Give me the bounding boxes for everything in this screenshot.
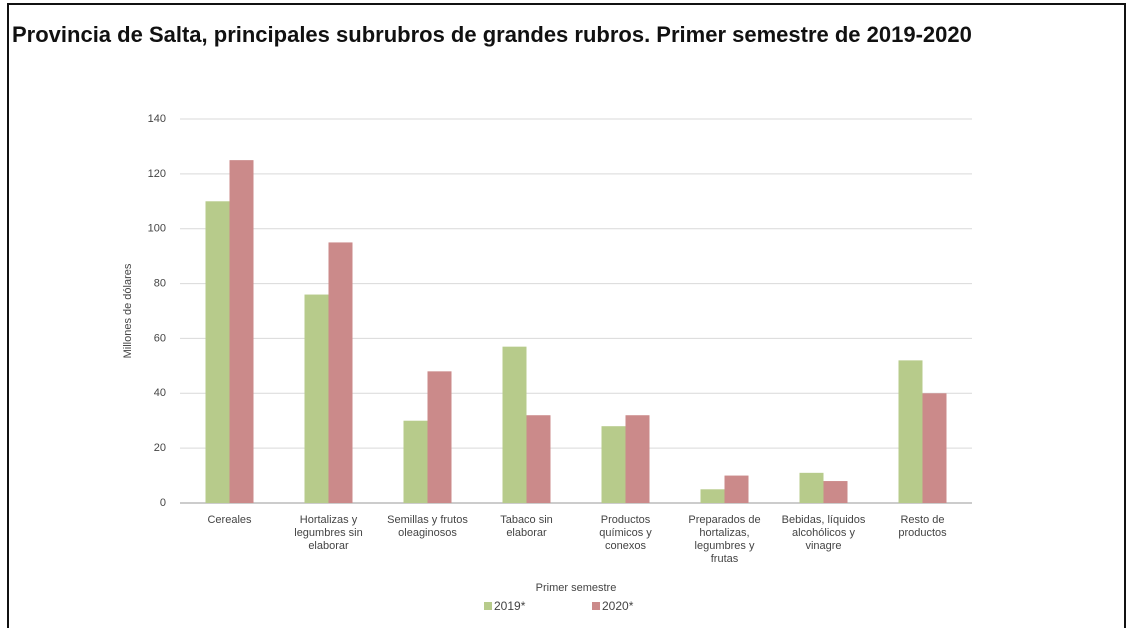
- legend-label: 2019*: [494, 599, 526, 613]
- x-tick-label: Productos químicos y conexos: [599, 514, 652, 552]
- bar: [403, 420, 428, 503]
- bar: [601, 426, 626, 503]
- bar: [304, 294, 329, 503]
- x-tick-label: Tabaco sin elaborar: [500, 514, 553, 539]
- x-tick-label: Hortalizas y legumbres sin elaborar: [294, 514, 363, 552]
- x-tick-label: Cereales: [207, 514, 252, 526]
- y-tick-label: 80: [154, 277, 166, 289]
- bar: [724, 475, 749, 503]
- y-tick-label: 40: [154, 387, 166, 399]
- bar: [922, 393, 947, 503]
- chart-title: Provincia de Salta, principales subrubro…: [12, 22, 972, 47]
- bar: [328, 242, 353, 503]
- bar: [823, 481, 848, 503]
- frame: [7, 3, 1126, 628]
- legend-swatch: [484, 602, 492, 610]
- x-tick-label: Preparados de hortalizas, legumbres y fr…: [688, 514, 761, 565]
- bar: [427, 371, 452, 503]
- legend-label: 2020*: [602, 599, 634, 613]
- y-tick-label: 0: [160, 497, 166, 509]
- x-axis-label: Primer semestre: [536, 582, 617, 594]
- y-tick-label: 60: [154, 332, 166, 344]
- x-tick-label: Resto de productos: [898, 514, 947, 539]
- x-tick-label: Bebidas, líquidos alcohólicos y vinagre: [781, 514, 866, 552]
- legend-swatch: [592, 602, 600, 610]
- bar: [526, 415, 551, 503]
- bar: [898, 360, 923, 503]
- bar: [700, 489, 725, 503]
- y-tick-label: 100: [148, 223, 166, 235]
- y-tick-label: 20: [154, 442, 166, 454]
- bar: [799, 472, 824, 503]
- y-axis-label: Millones de dólares: [122, 263, 134, 358]
- y-tick-label: 120: [148, 168, 166, 180]
- bar: [625, 415, 650, 503]
- bar: [502, 346, 527, 503]
- y-tick-label: 140: [148, 113, 166, 125]
- bar: [229, 160, 254, 503]
- x-tick-label: Semillas y frutos oleaginosos: [387, 514, 468, 539]
- bar: [205, 201, 230, 504]
